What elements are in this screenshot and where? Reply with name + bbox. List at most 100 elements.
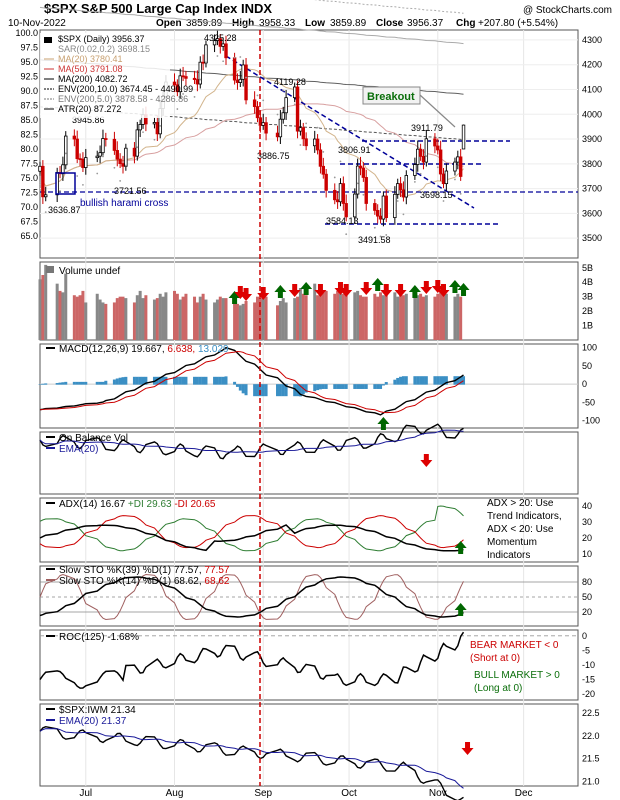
candle-body: [344, 203, 348, 218]
volume-arrow: [274, 285, 287, 298]
candle: [458, 148, 463, 181]
label-3491: 3491.58: [358, 235, 391, 245]
candle-body: [72, 135, 77, 140]
candle-body: [261, 122, 265, 126]
volume-bar: [264, 296, 268, 340]
low-label: Low: [305, 18, 325, 29]
macd-hist-bar: [284, 384, 288, 397]
price-right-tick: 3800: [582, 159, 602, 169]
macd-hist-bar: [264, 384, 268, 397]
macd-histogram: [38, 376, 466, 397]
sar-dot: [59, 190, 61, 192]
candle: [281, 106, 285, 124]
price-left-tick: 85.0: [20, 115, 38, 125]
macd-hist-bar: [218, 376, 222, 385]
header-date: 10-Nov-2022: [8, 18, 66, 29]
volume-bar: [344, 289, 348, 340]
candle: [358, 156, 363, 176]
volume-arrow: [371, 278, 384, 291]
roc-line: [39, 631, 465, 689]
macd-hist-bar: [132, 376, 136, 385]
x-label: Sep: [254, 788, 272, 799]
candle: [152, 117, 157, 129]
price-left-tick: 82.5: [20, 130, 38, 140]
macd-hist-bar: [241, 384, 245, 394]
obv-legend: On Balance Vol: [59, 433, 128, 444]
macd-hist-bar: [144, 376, 148, 385]
candle: [195, 70, 200, 92]
macd-hist-bar: [373, 384, 377, 389]
price-left-tick: 67.5: [20, 217, 38, 227]
volume-bar: [359, 295, 363, 340]
volume-bar: [218, 296, 222, 340]
sar-dot: [316, 126, 319, 129]
volume-bar: [379, 292, 383, 340]
volume-arrow: [437, 284, 450, 297]
candle-body: [373, 203, 377, 211]
volume-bar: [413, 293, 417, 340]
candle-body: [324, 173, 328, 191]
volume-bar: [121, 296, 125, 340]
adx-legend-mdi: -DI 20.65: [172, 499, 216, 510]
volume-arrow: [334, 282, 347, 295]
macd-hist-bar: [61, 382, 65, 385]
candle: [101, 129, 105, 158]
stoch-legend-2: Slow STO %K(14) %D(1) 68.62, 68.62: [59, 576, 230, 587]
macd-hist-bar: [112, 379, 116, 385]
candle-body: [124, 147, 128, 167]
candle-body: [424, 138, 429, 163]
volume-bar: [58, 290, 62, 340]
candle-body: [378, 215, 383, 220]
macd-hist-bar: [321, 384, 325, 389]
macd-hist-bar: [336, 384, 340, 389]
macd-hist-bar: [359, 384, 363, 389]
symbol-title: $SPX S&P 500 Large Cap Index INDX: [44, 1, 272, 16]
obv-ema-line: [39, 429, 464, 453]
candle-body: [355, 165, 360, 195]
macd-hist-bar: [341, 384, 345, 389]
candle-body: [413, 164, 417, 176]
volume-bar: [244, 301, 248, 340]
legend-spx: $SPX (Daily) 3956.37: [58, 34, 145, 44]
volume-bar: [64, 273, 68, 340]
macd-hist-bar: [158, 376, 162, 385]
sar-dot: [153, 138, 156, 141]
candle-body: [184, 76, 188, 79]
candle: [373, 199, 377, 215]
volume-bar: [138, 290, 142, 340]
candle: [181, 66, 185, 82]
sar-dot: [199, 78, 202, 81]
legend-swatch-spx: [44, 37, 52, 43]
candle: [78, 153, 82, 167]
macd-hist-bar: [155, 376, 159, 385]
candle-body: [115, 150, 119, 160]
candle: [198, 56, 202, 89]
volume-arrow: [408, 285, 421, 298]
macd-hist-bar: [304, 384, 308, 393]
macd-legend-main: MACD(12,26,9) 19.667,: [59, 344, 165, 355]
candle: [124, 143, 128, 171]
price-left-axis: 100.0 97.5 95.0 92.5 90.0 87.5 85.0 82.5 80.0 77.…: [15, 28, 38, 241]
price-left-tick: 70.0: [20, 202, 38, 212]
macd-hist-bar: [281, 384, 285, 397]
volume-bar: [224, 298, 228, 340]
volume-bar: [193, 296, 197, 340]
chart-header: $SPX S&P 500 Large Cap Index INDX @ Stoc…: [8, 1, 612, 29]
candle-body: [278, 118, 283, 138]
macd-hist-bar: [104, 380, 108, 385]
envelope-lower-line: [39, 106, 464, 141]
candle: [324, 169, 328, 198]
sar-dot: [373, 226, 376, 229]
candle: [204, 40, 208, 68]
macd-hist-bar: [233, 381, 237, 385]
volume-bar: [41, 275, 45, 340]
macd-hist-bar: [456, 376, 460, 385]
candle: [75, 130, 79, 164]
volume-bar: [281, 298, 285, 340]
price-left-tick: 95.0: [20, 57, 38, 67]
candle-body: [353, 193, 357, 218]
candle: [192, 70, 197, 85]
candle: [313, 130, 317, 153]
volume-bar: [78, 295, 82, 340]
candle-body: [295, 86, 300, 132]
